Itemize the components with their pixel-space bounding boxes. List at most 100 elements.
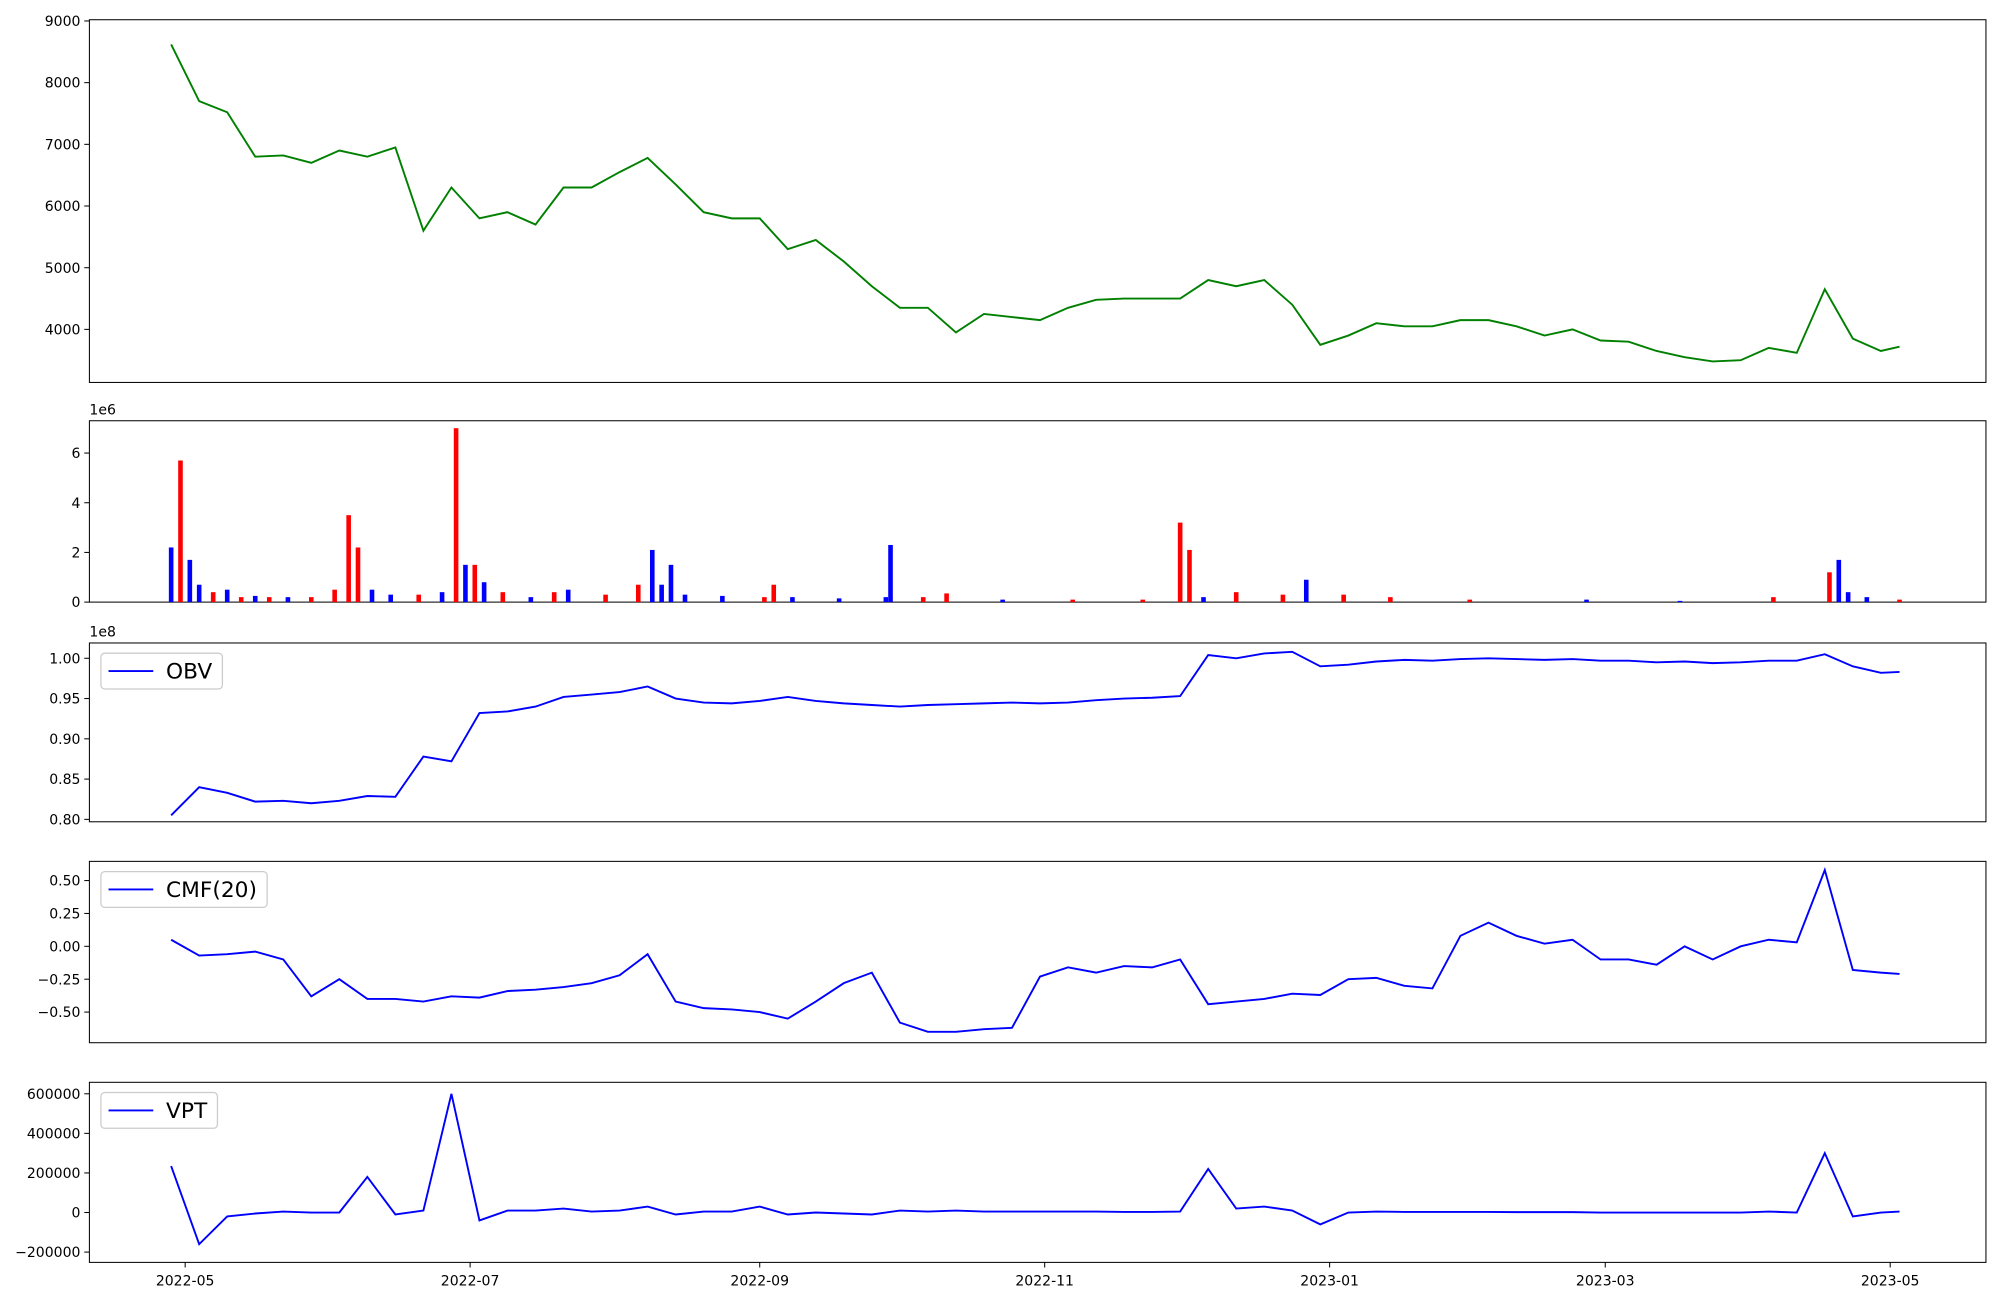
axes-frame bbox=[88, 1081, 1987, 1263]
bar bbox=[481, 582, 487, 603]
y-tick-label: −0.50 bbox=[37, 1005, 80, 1021]
y-tick-label: 200000 bbox=[27, 1166, 81, 1182]
y-tick-label: 8000 bbox=[45, 76, 81, 92]
y-tick-label: −0.25 bbox=[37, 972, 80, 988]
bar bbox=[668, 564, 674, 603]
series-line bbox=[170, 867, 1900, 1033]
bar bbox=[944, 593, 949, 603]
bar bbox=[346, 515, 351, 603]
legend-label: OBV bbox=[166, 660, 212, 685]
bar bbox=[883, 597, 889, 603]
y-tick-label: 4000 bbox=[45, 322, 81, 338]
bar bbox=[1233, 592, 1239, 603]
y-tick-label: 0.80 bbox=[49, 812, 80, 828]
series-line bbox=[170, 1093, 1900, 1246]
bar bbox=[635, 584, 641, 603]
y-tick-label: 0 bbox=[72, 595, 81, 611]
y-tick-label: 7000 bbox=[45, 137, 81, 153]
axes-frame bbox=[88, 19, 1987, 383]
offset-label: 1e6 bbox=[89, 402, 116, 418]
bar bbox=[252, 595, 258, 603]
bar bbox=[888, 544, 893, 603]
y-tick-label: 1.00 bbox=[49, 651, 80, 667]
bar bbox=[836, 598, 842, 603]
bar bbox=[168, 547, 174, 603]
bar bbox=[720, 595, 725, 603]
bar bbox=[500, 592, 506, 603]
bar bbox=[528, 597, 534, 603]
bar bbox=[388, 594, 393, 603]
y-tick-label: 0.90 bbox=[49, 732, 80, 748]
y-tick-label: 600000 bbox=[27, 1087, 81, 1103]
y-tick-label: −200000 bbox=[15, 1245, 80, 1261]
y-tick-label: 0.50 bbox=[49, 874, 80, 890]
price-line bbox=[170, 43, 1900, 363]
bar bbox=[266, 597, 272, 603]
legend-label: VPT bbox=[166, 1099, 208, 1124]
bar bbox=[762, 597, 767, 603]
bar bbox=[238, 597, 244, 603]
x-tick-label: 2022-05 bbox=[156, 1273, 215, 1289]
axes-frame bbox=[88, 420, 1987, 603]
bar bbox=[1140, 599, 1146, 603]
y-tick-label: 0.95 bbox=[49, 692, 80, 708]
bar bbox=[659, 584, 664, 603]
bar bbox=[551, 592, 557, 603]
bar bbox=[416, 594, 422, 603]
x-tick-label: 2022-07 bbox=[441, 1273, 500, 1289]
x-tick-label: 2023-01 bbox=[1300, 1273, 1359, 1289]
x-tick-label: 2023-03 bbox=[1576, 1273, 1635, 1289]
bar bbox=[1584, 599, 1589, 603]
bar bbox=[369, 589, 375, 603]
bar bbox=[771, 584, 777, 603]
offset-label: 1e8 bbox=[89, 625, 116, 641]
bar bbox=[1864, 597, 1870, 603]
y-tick-label: 9000 bbox=[45, 14, 81, 30]
bar bbox=[649, 549, 655, 603]
bar bbox=[224, 589, 230, 603]
y-tick-label: 0.00 bbox=[49, 939, 80, 955]
bar bbox=[1000, 599, 1005, 603]
y-tick-label: 400000 bbox=[27, 1126, 81, 1142]
bar bbox=[1187, 549, 1192, 603]
bar bbox=[196, 584, 202, 603]
legend-box bbox=[100, 1091, 219, 1129]
bar bbox=[1388, 597, 1393, 603]
legend-box bbox=[100, 870, 268, 908]
bar bbox=[1845, 592, 1851, 603]
y-tick-label: 5000 bbox=[45, 261, 81, 277]
bar bbox=[1677, 600, 1683, 603]
bar bbox=[308, 597, 314, 603]
x-tick-label: 2022-09 bbox=[730, 1273, 789, 1289]
y-tick-label: 6000 bbox=[45, 199, 81, 215]
legend-box bbox=[100, 652, 224, 690]
bar bbox=[1467, 599, 1473, 603]
bar bbox=[187, 559, 193, 603]
bar bbox=[1070, 599, 1076, 603]
y-tick-label: 0.85 bbox=[49, 772, 80, 788]
series-line bbox=[170, 650, 1900, 817]
bar bbox=[1201, 597, 1206, 603]
bar bbox=[1177, 522, 1183, 603]
bar bbox=[210, 592, 216, 603]
bar bbox=[565, 589, 571, 603]
bar bbox=[682, 594, 688, 603]
bar bbox=[603, 594, 608, 603]
bar bbox=[1836, 559, 1842, 603]
y-tick-label: 0.25 bbox=[49, 907, 80, 923]
y-tick-label: 4 bbox=[72, 496, 81, 512]
bar bbox=[285, 597, 291, 603]
y-tick-label: 2 bbox=[72, 546, 81, 562]
axes-frame bbox=[88, 642, 1987, 823]
y-tick-label: 6 bbox=[72, 446, 81, 462]
bar bbox=[472, 564, 478, 603]
y-tick-label: 0 bbox=[72, 1206, 81, 1222]
bar bbox=[355, 547, 361, 603]
bar bbox=[453, 428, 459, 603]
bar bbox=[1341, 594, 1346, 603]
bar bbox=[463, 564, 468, 603]
bar bbox=[1897, 599, 1902, 603]
axes-frame bbox=[88, 860, 1987, 1044]
x-tick-label: 2022-11 bbox=[1015, 1273, 1074, 1289]
